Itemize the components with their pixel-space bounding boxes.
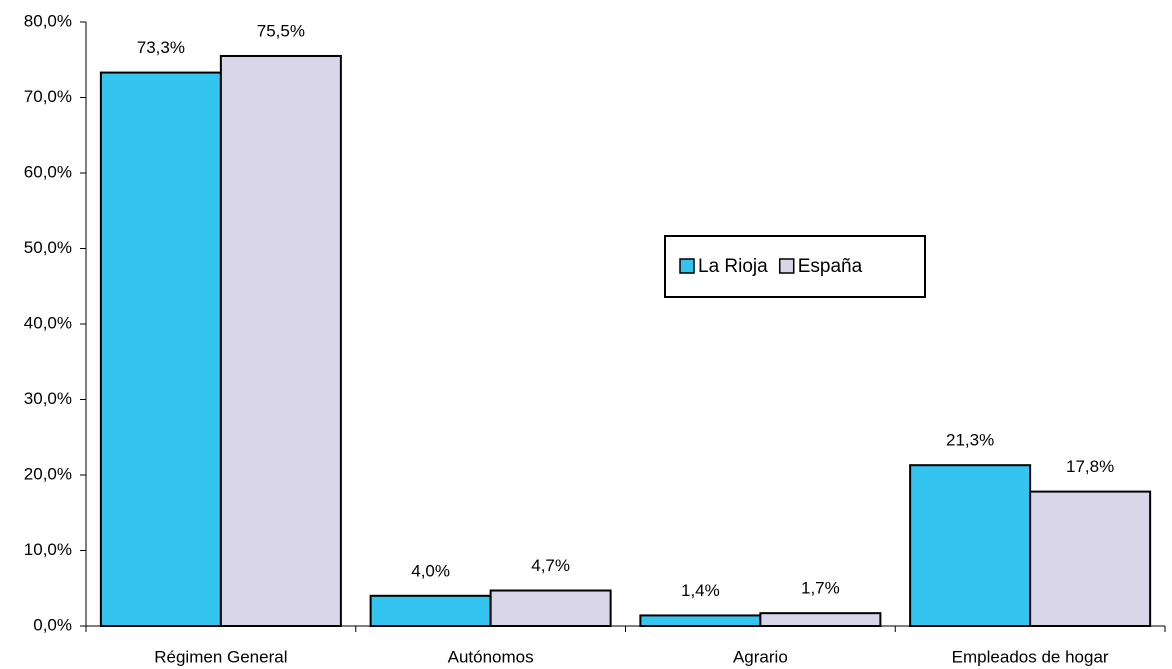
y-tick-label: 20,0% [24,464,72,483]
bar [1029,490,1152,627]
value-label: 21,3% [946,431,994,450]
y-tick-label: 30,0% [24,389,72,408]
x-tick-label: Régimen General [154,647,287,666]
value-label: 1,7% [801,579,840,598]
bar [759,612,882,627]
value-label: 4,7% [531,556,570,575]
value-label: 73,3% [137,38,185,57]
legend-label: La Rioja [698,256,768,277]
legend [664,235,926,298]
y-tick-label: 60,0% [24,162,72,181]
value-label: 1,4% [681,581,720,600]
x-tick-label: Agrario [733,647,788,666]
x-tick-label: Autónomos [448,647,534,666]
bar [639,614,762,627]
legend-swatch [778,258,795,274]
y-tick-label: 0,0% [33,615,72,634]
y-tick-label: 50,0% [24,238,72,257]
legend-label: España [798,256,863,277]
y-tick-label: 80,0% [24,11,72,30]
bar [99,71,222,627]
legend-swatch [679,258,695,274]
y-tick-label: 40,0% [24,313,72,332]
y-tick-label: 10,0% [24,540,72,559]
value-label: 75,5% [257,21,305,40]
y-tick-label: 70,0% [24,87,72,106]
bar [369,594,492,627]
x-tick-label: Empleados de hogar [952,647,1109,666]
bar [219,54,342,628]
bar [909,464,1032,627]
value-label: 17,8% [1066,457,1114,476]
bar [489,589,612,628]
value-label: 4,0% [411,561,450,580]
